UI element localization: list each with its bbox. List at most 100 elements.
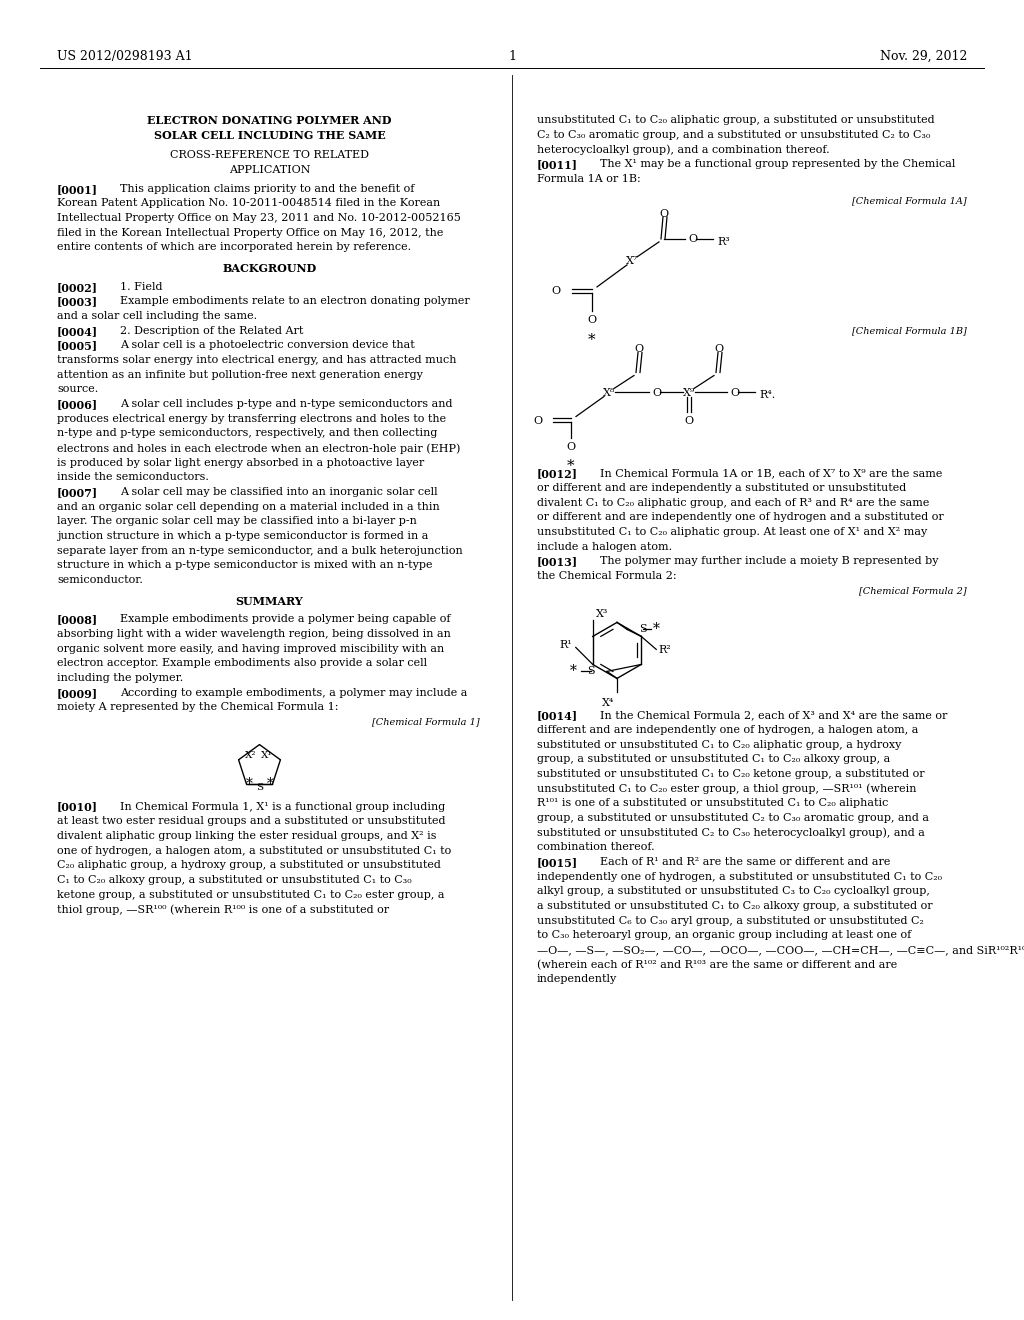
Text: [0007]: [0007] bbox=[57, 487, 98, 498]
Text: C₂₀ aliphatic group, a hydroxy group, a substituted or unsubstituted: C₂₀ aliphatic group, a hydroxy group, a … bbox=[57, 861, 441, 870]
Text: X³: X³ bbox=[596, 610, 608, 619]
Text: [0011]: [0011] bbox=[537, 158, 578, 170]
Text: [Chemical Formula 2]: [Chemical Formula 2] bbox=[859, 586, 967, 595]
Text: [0002]: [0002] bbox=[57, 281, 98, 293]
Text: [0015]: [0015] bbox=[537, 857, 579, 869]
Text: separate layer from an n-type semiconductor, and a bulk heterojunction: separate layer from an n-type semiconduc… bbox=[57, 545, 463, 556]
Text: [0010]: [0010] bbox=[57, 801, 98, 813]
Text: In the Chemical Formula 2, each of X³ and X⁴ are the same or: In the Chemical Formula 2, each of X³ an… bbox=[600, 710, 947, 721]
Text: BACKGROUND: BACKGROUND bbox=[222, 263, 316, 275]
Text: C₂ to C₃₀ aromatic group, and a substituted or unsubstituted C₂ to C₃₀: C₂ to C₃₀ aromatic group, and a substitu… bbox=[537, 129, 931, 140]
Text: R³: R³ bbox=[717, 236, 730, 247]
Text: [0001]: [0001] bbox=[57, 183, 98, 194]
Text: Example embodiments provide a polymer being capable of: Example embodiments provide a polymer be… bbox=[121, 614, 451, 624]
Text: SOLAR CELL INCLUDING THE SAME: SOLAR CELL INCLUDING THE SAME bbox=[154, 129, 385, 141]
Text: R⁴.: R⁴. bbox=[759, 391, 775, 400]
Text: O: O bbox=[684, 417, 693, 426]
Text: [0003]: [0003] bbox=[57, 296, 98, 308]
Text: S: S bbox=[639, 624, 646, 635]
Text: [0009]: [0009] bbox=[57, 688, 98, 698]
Text: R¹⁰¹ is one of a substituted or unsubstituted C₁ to C₂₀ aliphatic: R¹⁰¹ is one of a substituted or unsubsti… bbox=[537, 799, 889, 808]
Text: transforms solar energy into electrical energy, and has attracted much: transforms solar energy into electrical … bbox=[57, 355, 457, 366]
Text: inside the semiconductors.: inside the semiconductors. bbox=[57, 473, 209, 482]
Text: O: O bbox=[588, 315, 597, 325]
Text: X⁸: X⁸ bbox=[603, 388, 615, 397]
Text: a substituted or unsubstituted C₁ to C₂₀ alkoxy group, a substituted or: a substituted or unsubstituted C₁ to C₂₀… bbox=[537, 902, 933, 911]
Text: [Chemical Formula 1A]: [Chemical Formula 1A] bbox=[852, 197, 967, 206]
Text: or different and are independently a substituted or unsubstituted: or different and are independently a sub… bbox=[537, 483, 906, 494]
Text: one of hydrogen, a halogen atom, a substituted or unsubstituted C₁ to: one of hydrogen, a halogen atom, a subst… bbox=[57, 846, 452, 855]
Text: different and are independently one of hydrogen, a halogen atom, a: different and are independently one of h… bbox=[537, 725, 919, 735]
Text: O: O bbox=[715, 345, 724, 355]
Text: [0005]: [0005] bbox=[57, 341, 98, 351]
Text: junction structure in which a p-type semiconductor is formed in a: junction structure in which a p-type sem… bbox=[57, 531, 428, 541]
Text: to C₃₀ heteroaryl group, an organic group including at least one of: to C₃₀ heteroaryl group, an organic grou… bbox=[537, 931, 911, 940]
Text: C₁ to C₂₀ alkoxy group, a substituted or unsubstituted C₁ to C₃₀: C₁ to C₂₀ alkoxy group, a substituted or… bbox=[57, 875, 412, 884]
Text: divalent aliphatic group linking the ester residual groups, and X² is: divalent aliphatic group linking the est… bbox=[57, 830, 436, 841]
Text: unsubstituted C₁ to C₂₀ aliphatic group, a substituted or unsubstituted: unsubstituted C₁ to C₂₀ aliphatic group,… bbox=[537, 115, 935, 125]
Text: Formula 1A or 1B:: Formula 1A or 1B: bbox=[537, 174, 641, 183]
Text: moiety A represented by the Chemical Formula 1:: moiety A represented by the Chemical For… bbox=[57, 702, 339, 713]
Text: The X¹ may be a functional group represented by the Chemical: The X¹ may be a functional group represe… bbox=[600, 158, 955, 169]
Text: *: * bbox=[588, 333, 596, 347]
Text: X⁹: X⁹ bbox=[683, 388, 695, 397]
Text: O: O bbox=[730, 388, 739, 397]
Text: According to example embodiments, a polymer may include a: According to example embodiments, a poly… bbox=[121, 688, 468, 698]
Text: substituted or unsubstituted C₁ to C₂₀ aliphatic group, a hydroxy: substituted or unsubstituted C₁ to C₂₀ a… bbox=[537, 739, 901, 750]
Text: O: O bbox=[532, 416, 542, 425]
Text: R²: R² bbox=[658, 645, 671, 656]
Text: alkyl group, a substituted or unsubstituted C₃ to C₂₀ cycloalkyl group,: alkyl group, a substituted or unsubstitu… bbox=[537, 887, 930, 896]
Text: [0006]: [0006] bbox=[57, 399, 98, 411]
Text: S: S bbox=[256, 783, 263, 792]
Text: structure in which a p-type semiconductor is mixed with an n-type: structure in which a p-type semiconducto… bbox=[57, 560, 432, 570]
Text: Example embodiments relate to an electron donating polymer: Example embodiments relate to an electro… bbox=[121, 296, 470, 306]
Text: source.: source. bbox=[57, 384, 98, 395]
Text: *: * bbox=[246, 777, 253, 792]
Text: attention as an infinite but pollution-free next generation energy: attention as an infinite but pollution-f… bbox=[57, 370, 423, 380]
Text: A solar cell includes p-type and n-type semiconductors and: A solar cell includes p-type and n-type … bbox=[121, 399, 453, 409]
Text: [0014]: [0014] bbox=[537, 710, 579, 722]
Text: SUMMARY: SUMMARY bbox=[236, 595, 303, 607]
Text: Korean Patent Application No. 10-2011-0048514 filed in the Korean: Korean Patent Application No. 10-2011-00… bbox=[57, 198, 440, 209]
Text: O: O bbox=[652, 388, 662, 397]
Text: —O—, —S—, —SO₂—, —CO—, —OCO—, —COO—, —CH=CH—, —C≡C—, and SiR¹⁰²R¹⁰³: —O—, —S—, —SO₂—, —CO—, —OCO—, —COO—, —CH… bbox=[537, 945, 1024, 956]
Text: X²: X² bbox=[245, 751, 256, 760]
Text: and a solar cell including the same.: and a solar cell including the same. bbox=[57, 312, 257, 321]
Text: produces electrical energy by transferring electrons and holes to the: produces electrical energy by transferri… bbox=[57, 413, 446, 424]
Text: X⁴: X⁴ bbox=[602, 698, 614, 709]
Text: absorbing light with a wider wavelength region, being dissolved in an: absorbing light with a wider wavelength … bbox=[57, 630, 451, 639]
Text: [0013]: [0013] bbox=[537, 557, 579, 568]
Text: (wherein each of R¹⁰² and R¹⁰³ are the same or different and are: (wherein each of R¹⁰² and R¹⁰³ are the s… bbox=[537, 960, 897, 970]
Text: organic solvent more easily, and having improved miscibility with an: organic solvent more easily, and having … bbox=[57, 644, 444, 653]
Text: ELECTRON DONATING POLYMER AND: ELECTRON DONATING POLYMER AND bbox=[147, 115, 392, 125]
Text: and an organic solar cell depending on a material included in a thin: and an organic solar cell depending on a… bbox=[57, 502, 439, 512]
Text: This application claims priority to and the benefit of: This application claims priority to and … bbox=[121, 183, 415, 194]
Text: [Chemical Formula 1]: [Chemical Formula 1] bbox=[373, 717, 480, 726]
Text: substituted or unsubstituted C₂ to C₃₀ heterocycloalkyl group), and a: substituted or unsubstituted C₂ to C₃₀ h… bbox=[537, 828, 925, 838]
Text: entire contents of which are incorporated herein by reference.: entire contents of which are incorporate… bbox=[57, 243, 411, 252]
Text: or different and are independently one of hydrogen and a substituted or: or different and are independently one o… bbox=[537, 512, 944, 523]
Text: O: O bbox=[659, 209, 669, 219]
Text: [Chemical Formula 1B]: [Chemical Formula 1B] bbox=[852, 326, 967, 335]
Text: APPLICATION: APPLICATION bbox=[228, 165, 310, 176]
Text: US 2012/0298193 A1: US 2012/0298193 A1 bbox=[57, 50, 193, 63]
Text: The polymer may further include a moiety B represented by: The polymer may further include a moiety… bbox=[600, 557, 939, 566]
Text: Each of R¹ and R² are the same or different and are: Each of R¹ and R² are the same or differ… bbox=[600, 857, 891, 867]
Text: [0008]: [0008] bbox=[57, 614, 98, 626]
Text: A solar cell may be classified into an inorganic solar cell: A solar cell may be classified into an i… bbox=[121, 487, 438, 498]
Text: *: * bbox=[653, 623, 659, 636]
Text: In Chemical Formula 1, X¹ is a functional group including: In Chemical Formula 1, X¹ is a functiona… bbox=[121, 801, 445, 812]
Text: Intellectual Property Office on May 23, 2011 and No. 10-2012-0052165: Intellectual Property Office on May 23, … bbox=[57, 213, 461, 223]
Text: electron acceptor. Example embodiments also provide a solar cell: electron acceptor. Example embodiments a… bbox=[57, 659, 427, 668]
Text: S: S bbox=[588, 667, 595, 676]
Text: 2. Description of the Related Art: 2. Description of the Related Art bbox=[121, 326, 304, 335]
Text: A solar cell is a photoelectric conversion device that: A solar cell is a photoelectric conversi… bbox=[121, 341, 415, 350]
Text: ketone group, a substituted or unsubstituted C₁ to C₂₀ ester group, a: ketone group, a substituted or unsubstit… bbox=[57, 890, 444, 900]
Text: independently: independently bbox=[537, 974, 617, 985]
Text: [0012]: [0012] bbox=[537, 469, 578, 479]
Text: unsubstituted C₁ to C₂₀ aliphatic group. At least one of X¹ and X² may: unsubstituted C₁ to C₂₀ aliphatic group.… bbox=[537, 527, 928, 537]
Text: semiconductor.: semiconductor. bbox=[57, 576, 143, 585]
Text: O: O bbox=[566, 442, 575, 453]
Text: the Chemical Formula 2:: the Chemical Formula 2: bbox=[537, 572, 677, 581]
Text: unsubstituted C₆ to C₃₀ aryl group, a substituted or unsubstituted C₂: unsubstituted C₆ to C₃₀ aryl group, a su… bbox=[537, 916, 924, 925]
